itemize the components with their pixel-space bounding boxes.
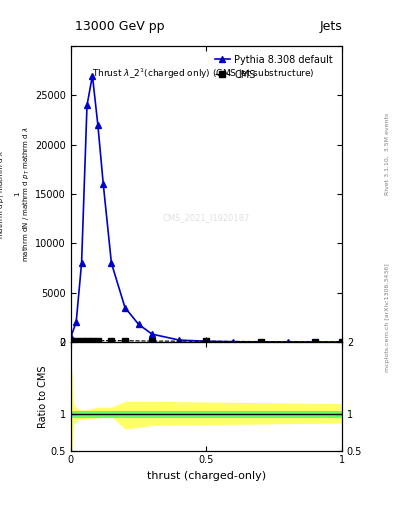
- CMS: [90, 337, 95, 344]
- CMS: [68, 338, 73, 344]
- Pythia 8.308 default: [95, 122, 100, 128]
- Pythia 8.308 default: [79, 260, 84, 266]
- Pythia 8.308 default: [84, 102, 89, 109]
- Pythia 8.308 default: [150, 331, 154, 337]
- Pythia 8.308 default: [90, 73, 95, 79]
- Pythia 8.308 default: [123, 305, 127, 311]
- CMS: [204, 338, 209, 345]
- CMS: [312, 339, 317, 345]
- Text: mcplots.cern.ch [arXiv:1306.3436]: mcplots.cern.ch [arXiv:1306.3436]: [385, 263, 390, 372]
- Pythia 8.308 default: [340, 339, 344, 345]
- Line: Pythia 8.308 default: Pythia 8.308 default: [68, 73, 345, 345]
- Y-axis label: mathrm d$^2$N
mathrm d $p_T$ mathrm d $\lambda$

1
mathrm dN / mathrm d $p_T$ ma: mathrm d$^2$N mathrm d $p_T$ mathrm d $\…: [0, 126, 32, 262]
- Text: CMS_2021_I1920187: CMS_2021_I1920187: [163, 213, 250, 222]
- CMS: [84, 337, 89, 344]
- Pythia 8.308 default: [204, 338, 209, 345]
- CMS: [340, 339, 344, 345]
- CMS: [123, 337, 127, 344]
- CMS: [109, 337, 114, 344]
- Pythia 8.308 default: [177, 337, 182, 343]
- Text: Thrust $\lambda$_2$^1$(charged only) (CMS jet substructure): Thrust $\lambda$_2$^1$(charged only) (CM…: [92, 67, 315, 81]
- Line: CMS: CMS: [68, 338, 345, 345]
- Pythia 8.308 default: [231, 338, 236, 345]
- Pythia 8.308 default: [68, 334, 73, 340]
- X-axis label: thrust (charged-only): thrust (charged-only): [147, 471, 266, 481]
- Pythia 8.308 default: [109, 260, 114, 266]
- Pythia 8.308 default: [136, 321, 141, 327]
- CMS: [150, 338, 154, 344]
- CMS: [258, 338, 263, 345]
- CMS: [74, 338, 79, 344]
- Pythia 8.308 default: [312, 339, 317, 345]
- Pythia 8.308 default: [74, 319, 79, 326]
- Text: Jets: Jets: [319, 20, 342, 33]
- Pythia 8.308 default: [101, 181, 106, 187]
- Text: Rivet 3.1.10,  3.5M events: Rivet 3.1.10, 3.5M events: [385, 113, 390, 195]
- CMS: [79, 338, 84, 344]
- Y-axis label: Ratio to CMS: Ratio to CMS: [38, 365, 48, 428]
- Text: 13000 GeV pp: 13000 GeV pp: [75, 20, 164, 33]
- Pythia 8.308 default: [258, 339, 263, 345]
- CMS: [95, 337, 100, 344]
- Legend: Pythia 8.308 default, CMS: Pythia 8.308 default, CMS: [211, 51, 337, 83]
- Pythia 8.308 default: [285, 339, 290, 345]
